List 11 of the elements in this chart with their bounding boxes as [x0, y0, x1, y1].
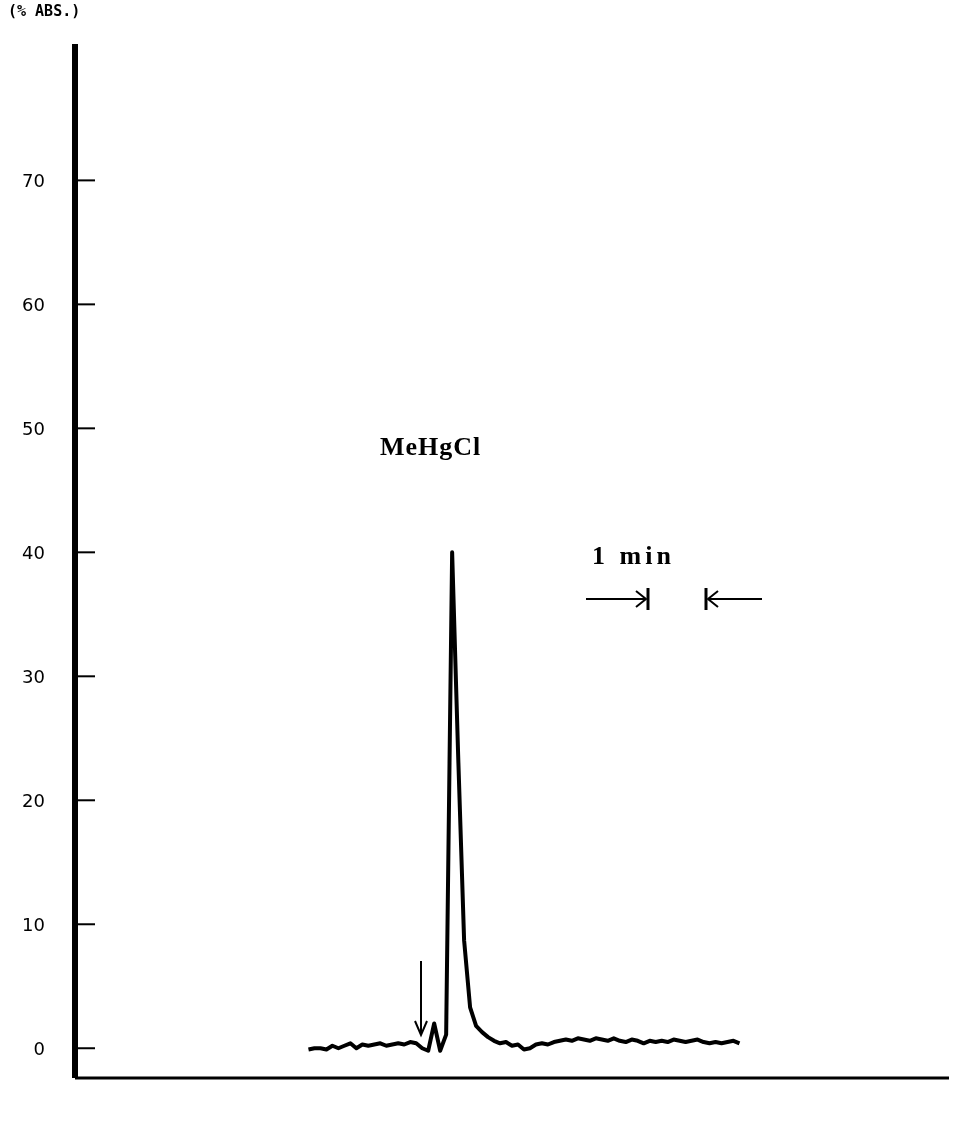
y-tick-label: 20 [22, 789, 45, 811]
annotation: 1 min [592, 541, 675, 571]
y-tick-label: 60 [22, 293, 45, 315]
y-axis-title: (% ABS.) [8, 2, 81, 20]
y-tick-label: 10 [22, 913, 45, 935]
y-tick-label: 0 [33, 1037, 45, 1059]
y-tick-label: 40 [22, 541, 45, 563]
y-tick-label: 50 [22, 417, 45, 439]
y-tick-label: 70 [22, 169, 45, 191]
y-tick-label: 30 [22, 665, 45, 687]
annotation: MeHgCl [380, 432, 482, 462]
